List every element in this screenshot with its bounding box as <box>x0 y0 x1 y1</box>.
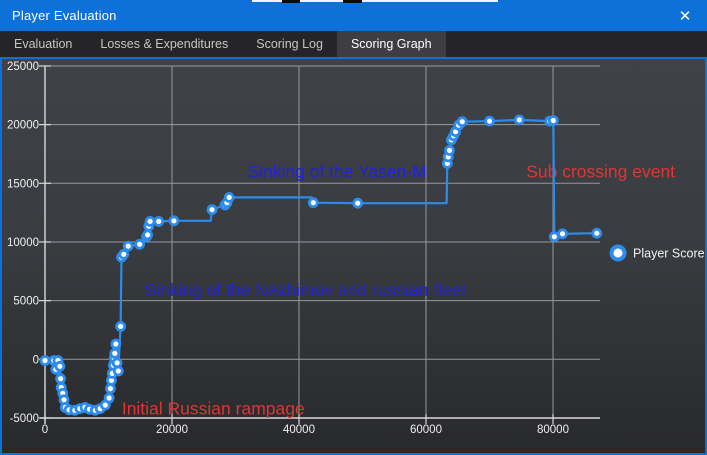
tab-evaluation[interactable]: Evaluation <box>14 37 73 51</box>
y-axis-tick-label: 5000 <box>13 296 39 308</box>
y-axis-tick-label: 15000 <box>7 178 39 190</box>
data-point-marker[interactable] <box>112 365 124 377</box>
data-point-marker[interactable] <box>111 357 123 369</box>
legend-label: Player Score <box>633 247 705 261</box>
data-point-marker[interactable] <box>168 215 180 227</box>
y-axis-tick-label: 20000 <box>7 120 39 132</box>
data-point-marker[interactable] <box>144 215 156 227</box>
data-point-marker[interactable] <box>103 392 115 404</box>
x-axis-tick-label: 80000 <box>537 424 569 436</box>
data-point-marker[interactable] <box>484 115 495 127</box>
data-point-marker[interactable] <box>153 215 165 227</box>
data-point-marker[interactable] <box>115 320 126 332</box>
y-axis-tick-label: 0 <box>33 354 39 366</box>
data-point-marker[interactable] <box>513 114 525 126</box>
x-axis-tick-label: 20000 <box>156 424 188 436</box>
data-point-marker[interactable] <box>548 231 560 243</box>
screen-artifact-strip <box>252 0 498 2</box>
annotation-label: Sinking of the Nakhimov and russian flee… <box>144 280 466 300</box>
tab-scoring-graph[interactable]: Scoring Graph <box>336 31 446 57</box>
annotation-label: Sinking of the Yasen-M <box>247 162 426 182</box>
y-axis-tick-label: 10000 <box>7 237 39 249</box>
data-point-marker[interactable] <box>444 145 455 156</box>
data-point-marker[interactable] <box>122 240 134 252</box>
close-icon: ✕ <box>678 7 692 25</box>
title-bar[interactable]: Player Evaluation ✕ <box>0 0 707 31</box>
screen-artifact-mark <box>343 0 362 3</box>
x-axis-tick-label: 0 <box>42 424 48 436</box>
data-point-marker[interactable] <box>105 383 116 395</box>
data-point-marker[interactable] <box>134 238 146 250</box>
data-point-marker[interactable] <box>547 115 559 126</box>
data-point-marker[interactable] <box>223 191 235 203</box>
legend-marker-icon <box>609 244 627 262</box>
y-axis-tick-label: 25000 <box>7 61 39 73</box>
screen-artifact-mark <box>282 0 300 3</box>
x-axis-tick-label: 40000 <box>283 424 315 436</box>
data-point-marker[interactable] <box>142 229 154 241</box>
tab-scoring-log[interactable]: Scoring Log <box>256 37 323 51</box>
data-point-marker[interactable] <box>352 197 364 209</box>
annotation-label: Initial Russian rampage <box>122 399 305 419</box>
window-title: Player Evaluation <box>12 8 117 23</box>
data-point-marker[interactable] <box>456 116 468 128</box>
annotation-label: Sub crossing event <box>526 162 675 182</box>
tab-bar: Evaluation Losses & Expenditures Scoring L… <box>0 31 707 57</box>
x-axis-tick-label: 60000 <box>410 424 442 436</box>
close-button[interactable]: ✕ <box>663 0 707 31</box>
chart-panel: -5000 0 5000 10000 15000 20000 25000 0 20000 4000… <box>0 57 707 455</box>
data-point-marker[interactable] <box>307 197 319 209</box>
data-point-marker[interactable] <box>118 248 130 260</box>
data-point-marker[interactable] <box>54 360 66 372</box>
data-point-marker[interactable] <box>39 355 51 366</box>
data-point-marker[interactable] <box>55 373 66 385</box>
tab-losses-expenditures[interactable]: Losses & Expenditures <box>100 37 229 51</box>
legend-item-player-score[interactable]: Player Score <box>609 244 705 262</box>
data-point-marker[interactable] <box>591 227 603 239</box>
data-point-marker[interactable] <box>110 338 122 350</box>
data-point-marker[interactable] <box>206 204 218 216</box>
data-point-marker[interactable] <box>109 347 121 359</box>
data-point-marker[interactable] <box>557 228 568 240</box>
y-axis-tick-label: -5000 <box>10 413 39 425</box>
